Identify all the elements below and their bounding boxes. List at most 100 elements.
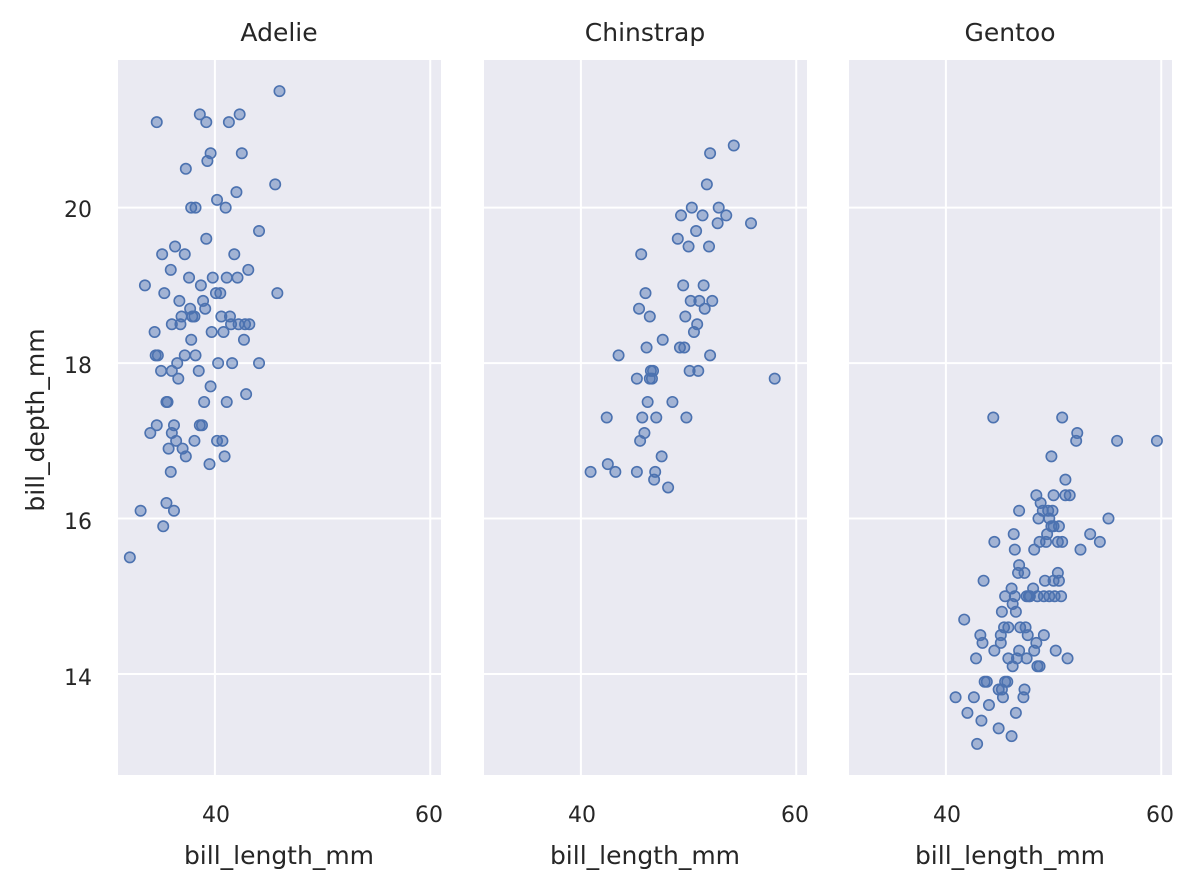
data-point-adelie-22 — [167, 419, 180, 432]
x-tick-label-40-adelie: 40 — [202, 803, 230, 828]
data-point-adelie-26 — [171, 357, 184, 370]
data-point-chinstrap-27 — [671, 232, 684, 245]
data-point-adelie-91 — [271, 287, 284, 300]
data-point-adelie-28 — [173, 294, 186, 307]
data-point-adelie-79 — [231, 271, 244, 284]
data-point-chinstrap-36 — [684, 294, 697, 307]
data-point-gentoo-87 — [1056, 411, 1069, 424]
data-point-chinstrap-21 — [649, 465, 662, 478]
data-point-gentoo-4 — [970, 652, 983, 665]
data-point-adelie-90 — [269, 178, 282, 191]
data-point-adelie-4 — [148, 326, 161, 339]
data-point-gentoo-21 — [995, 605, 1008, 618]
data-point-adelie-84 — [239, 318, 252, 331]
data-point-adelie-34 — [179, 162, 192, 175]
data-point-chinstrap-10 — [636, 411, 649, 424]
data-point-chinstrap-50 — [706, 294, 719, 307]
data-point-chinstrap-52 — [712, 201, 725, 214]
data-point-gentoo-0 — [949, 691, 962, 704]
data-point-adelie-42 — [188, 434, 201, 447]
data-point-adelie-83 — [237, 333, 250, 346]
data-point-chinstrap-34 — [682, 240, 695, 253]
y-tick-label-18: 18 — [64, 354, 92, 379]
data-point-gentoo-3 — [967, 691, 980, 704]
data-point-adelie-77 — [228, 248, 241, 261]
y-tick-label-16: 16 — [64, 510, 92, 535]
data-point-gentoo-46 — [1018, 566, 1031, 579]
data-point-adelie-63 — [211, 193, 224, 206]
data-point-gentoo-94 — [1074, 543, 1087, 556]
data-point-adelie-69 — [218, 450, 231, 463]
data-point-adelie-78 — [230, 186, 243, 199]
data-point-chinstrap-4 — [612, 349, 625, 362]
data-point-gentoo-45 — [1018, 683, 1031, 696]
data-point-adelie-92 — [273, 85, 286, 98]
data-point-gentoo-96 — [1093, 535, 1106, 548]
data-point-gentoo-85 — [1055, 590, 1068, 603]
data-point-chinstrap-1 — [600, 411, 613, 424]
data-point-adelie-12 — [158, 287, 171, 300]
data-point-adelie-52 — [199, 302, 212, 315]
data-point-gentoo-50 — [1021, 629, 1034, 642]
data-point-gentoo-91 — [1063, 489, 1076, 502]
data-point-gentoo-7 — [975, 714, 988, 727]
data-point-chinstrap-44 — [697, 279, 710, 292]
data-point-gentoo-17 — [992, 722, 1005, 735]
data-point-gentoo-35 — [1008, 590, 1021, 603]
data-point-chinstrap-25 — [662, 481, 675, 494]
data-point-chinstrap-13 — [640, 341, 653, 354]
data-point-adelie-51 — [198, 395, 211, 408]
data-point-chinstrap-23 — [655, 450, 668, 463]
data-point-adelie-1 — [134, 504, 147, 517]
data-point-gentoo-84 — [1052, 520, 1065, 533]
data-point-chinstrap-47 — [703, 240, 716, 253]
data-point-adelie-32 — [178, 349, 191, 362]
data-point-adelie-58 — [204, 147, 217, 160]
data-point-adelie-39 — [185, 201, 198, 214]
data-point-gentoo-74 — [1045, 450, 1058, 463]
data-point-adelie-81 — [233, 108, 246, 121]
data-point-gentoo-93 — [1071, 427, 1084, 440]
data-point-gentoo-65 — [1037, 629, 1050, 642]
data-point-adelie-89 — [253, 224, 266, 237]
x-axis-label-gentoo: bill_length_mm — [915, 841, 1105, 870]
data-point-adelie-70 — [219, 201, 232, 214]
data-point-chinstrap-32 — [679, 310, 692, 323]
data-point-adelie-61 — [209, 287, 222, 300]
data-point-gentoo-78 — [1047, 489, 1060, 502]
data-point-adelie-36 — [183, 271, 196, 284]
x-axis-label-chinstrap: bill_length_mm — [550, 841, 740, 870]
data-point-adelie-59 — [205, 326, 218, 339]
data-point-gentoo-26 — [1001, 675, 1014, 688]
data-point-adelie-48 — [194, 279, 207, 292]
data-point-chinstrap-12 — [639, 287, 652, 300]
data-point-adelie-30 — [175, 310, 188, 323]
data-point-adelie-17 — [164, 263, 177, 276]
data-point-adelie-8 — [151, 349, 164, 362]
data-point-chinstrap-14 — [641, 395, 654, 408]
data-point-adelie-64 — [212, 357, 225, 370]
data-point-gentoo-8 — [976, 636, 989, 649]
data-point-gentoo-23 — [998, 621, 1011, 634]
data-point-gentoo-95 — [1084, 528, 1097, 541]
data-point-gentoo-56 — [1030, 636, 1043, 649]
data-point-adelie-66 — [215, 310, 228, 323]
data-point-adelie-87 — [243, 318, 256, 331]
data-point-gentoo-88 — [1059, 473, 1072, 486]
data-point-chinstrap-24 — [656, 333, 669, 346]
data-point-chinstrap-0 — [584, 465, 597, 478]
data-point-adelie-72 — [220, 271, 233, 284]
data-point-chinstrap-41 — [692, 364, 705, 377]
data-point-adelie-3 — [144, 427, 157, 440]
data-point-gentoo-40 — [1013, 644, 1026, 657]
data-point-gentoo-86 — [1056, 535, 1069, 548]
data-point-chinstrap-33 — [680, 411, 693, 424]
data-point-chinstrap-31 — [678, 341, 691, 354]
data-point-adelie-85 — [240, 388, 253, 401]
data-point-chinstrap-26 — [666, 395, 679, 408]
data-point-chinstrap-6 — [630, 372, 643, 385]
data-point-adelie-11 — [157, 520, 170, 533]
panel-title-gentoo: Gentoo — [965, 18, 1056, 47]
data-point-gentoo-2 — [961, 706, 974, 719]
data-point-gentoo-98 — [1111, 434, 1124, 447]
